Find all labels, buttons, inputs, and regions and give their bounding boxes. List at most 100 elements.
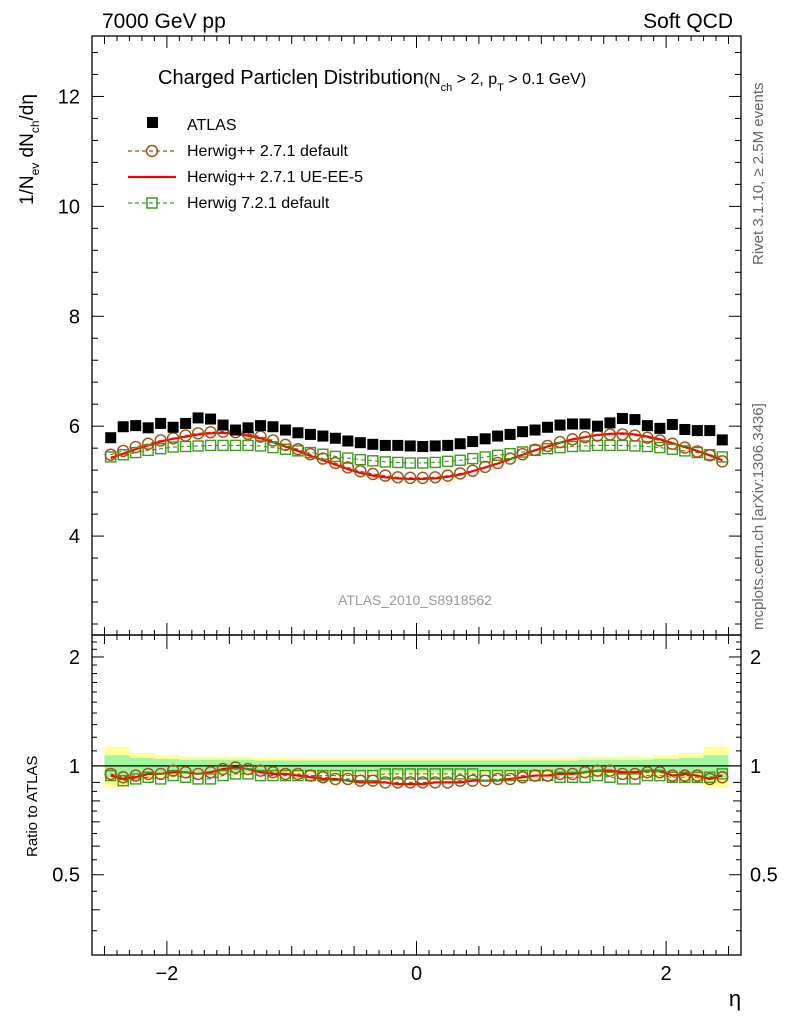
- atlas-point: [167, 421, 179, 433]
- herwig-default-point: [366, 467, 380, 481]
- herwig-default-point: [478, 460, 492, 474]
- atlas-point: [242, 422, 254, 434]
- legend-atlas-marker: [147, 117, 158, 128]
- atlas-point: [230, 424, 242, 436]
- atlas-point: [354, 437, 366, 449]
- y-tick-label: 12: [58, 86, 80, 108]
- herwig-default-point: [429, 471, 442, 484]
- herwig-default-point: [553, 435, 567, 449]
- ratio-y-tick-label-right: 2: [750, 647, 761, 669]
- herwig7-point: [392, 456, 404, 469]
- ratio-herwig-default-point: [703, 772, 716, 786]
- ratio-y-tick-label-right: 1: [750, 756, 761, 778]
- ratio-herwig7-point: [629, 773, 641, 785]
- herwig-default-point: [316, 452, 330, 465]
- ratio-herwig7-point: [229, 768, 242, 780]
- ratio-herwig-default-point: [528, 769, 542, 782]
- ratio-herwig-default-point: [266, 766, 280, 779]
- side-label-rivet: Rivet 3.1.10, ≥ 2.5M events: [750, 83, 767, 266]
- ratio-herwig-default-point: [666, 769, 679, 782]
- ratio-y-tick-label: 0.5: [52, 865, 80, 887]
- herwig-default-point: [266, 434, 280, 447]
- atlas-point: [567, 418, 579, 430]
- ratio-panel: 0.5 0.5 1 1 2 2 −2 0 2: [52, 634, 778, 985]
- herwig7-point: [317, 448, 329, 460]
- ratio-herwig-default-point: [216, 762, 230, 776]
- herwig7-point: [204, 439, 217, 452]
- ratio-herwig7-point: [354, 769, 367, 782]
- legend-herwig-default-label: Herwig++ 2.7.1 default: [187, 143, 349, 160]
- herwig7-point: [541, 443, 554, 455]
- herwig-ueee5-line: [110, 431, 723, 481]
- atlas-point: [329, 432, 341, 444]
- herwig-default-point: [329, 456, 342, 470]
- atlas-point: [492, 430, 504, 442]
- herwig7-point: [179, 440, 192, 453]
- atlas-point: [292, 427, 304, 439]
- ratio-herwig-default-point: [466, 774, 479, 787]
- herwig7-point: [117, 449, 129, 461]
- herwig7-point: [354, 453, 367, 466]
- atlas-point: [529, 424, 541, 436]
- herwig7-point: [591, 439, 604, 452]
- atlas-point: [679, 423, 691, 435]
- ratio-herwig7-point: [404, 768, 416, 780]
- herwig7-point: [142, 444, 154, 457]
- herwig7-point: [167, 441, 179, 453]
- analysis-watermark: ATLAS_2010_S8918562: [338, 592, 492, 608]
- ratio-herwig-default-point: [503, 772, 517, 786]
- ratio-herwig-default-point: [104, 767, 117, 781]
- herwig7-point: [217, 439, 229, 452]
- atlas-point: [254, 420, 266, 432]
- ratio-herwig-default-point: [129, 769, 142, 782]
- x-axis-label: η: [729, 986, 741, 1011]
- ratio-herwig-default-point: [329, 772, 342, 786]
- herwig-default-point: [691, 445, 704, 458]
- herwig-default-point: [354, 465, 367, 478]
- atlas-point: [429, 440, 441, 452]
- side-label-mcplots: mcplots.cern.ch [arXiv:1306.3436]: [750, 403, 767, 630]
- y-tick-label: 6: [69, 416, 80, 438]
- ratio-herwig7-point: [392, 768, 404, 780]
- herwig-default-point: [416, 471, 429, 485]
- ratio-herwig-default-point: [678, 769, 692, 782]
- herwig7-point: [129, 446, 142, 459]
- atlas-point: [267, 421, 279, 433]
- ratio-herwig-ueee5-line: [110, 766, 723, 786]
- ratio-herwig7-point: [167, 769, 179, 782]
- herwig7-point: [242, 439, 254, 452]
- ratio-herwig7-point: [417, 768, 429, 780]
- ratio-herwig-default-point: [229, 761, 242, 774]
- ratio-herwig-default-point: [429, 776, 442, 789]
- ratio-herwig-default-point: [616, 767, 629, 781]
- herwig-default-point: [191, 427, 205, 440]
- ratio-herwig7-point: [254, 769, 267, 782]
- herwig-default-point: [453, 467, 467, 480]
- atlas-point: [691, 425, 703, 437]
- ratio-herwig-default-point: [541, 769, 554, 782]
- herwig-default-point: [466, 464, 479, 477]
- ratio-herwig7-point: [454, 768, 466, 780]
- herwig7-point: [716, 451, 728, 463]
- herwig-default-point: [404, 471, 417, 485]
- herwig-default-point: [566, 433, 579, 446]
- atlas-point: [442, 439, 454, 451]
- herwig7-point: [479, 451, 491, 463]
- herwig-default-point: [641, 431, 654, 444]
- ratio-herwig-default-point: [341, 772, 355, 786]
- atlas-point: [279, 424, 291, 436]
- atlas-point: [716, 434, 728, 446]
- herwig-default-point: [603, 428, 617, 441]
- atlas-point: [130, 420, 142, 432]
- y-tick-label: 4: [69, 526, 80, 548]
- main-panel: 4 6 8 10 12: [58, 35, 742, 636]
- ratio-y-axis-label: Ratio to ATLAS: [24, 756, 41, 857]
- ratio-herwig-default-point: [141, 767, 155, 781]
- atlas-point: [629, 414, 641, 426]
- herwig-default-point: [578, 430, 592, 444]
- herwig7-point: [616, 439, 629, 452]
- herwig7-point: [429, 456, 441, 469]
- atlas-point: [180, 417, 192, 429]
- atlas-point: [467, 436, 479, 448]
